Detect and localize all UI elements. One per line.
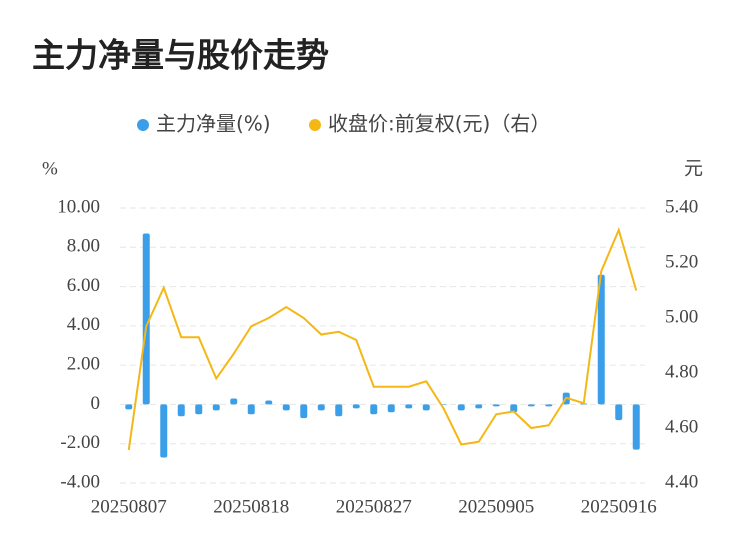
y-axis-label: % bbox=[42, 158, 58, 179]
legend-marker bbox=[137, 119, 149, 131]
bar bbox=[475, 404, 483, 409]
y-tick-label: 8.00 bbox=[67, 236, 100, 257]
bar bbox=[230, 398, 238, 405]
bar bbox=[265, 400, 273, 405]
y-tick-label: 0 bbox=[91, 393, 101, 414]
y2-axis-label: 元 bbox=[684, 158, 703, 179]
bar bbox=[125, 404, 133, 410]
y-tick-label: -2.00 bbox=[60, 432, 100, 453]
y-tick-label: 2.00 bbox=[67, 354, 100, 375]
bar bbox=[387, 404, 395, 413]
y-tick-label: 10.00 bbox=[57, 196, 100, 217]
y-tick-label: -4.00 bbox=[60, 471, 100, 492]
bar bbox=[335, 404, 343, 417]
bar bbox=[282, 404, 290, 411]
bar bbox=[177, 404, 185, 417]
y2-tick-label: 5.20 bbox=[665, 251, 698, 272]
legend-label: 主力净量(%) bbox=[156, 112, 271, 136]
bar bbox=[510, 404, 518, 413]
bar bbox=[527, 404, 535, 407]
y2-tick-label: 4.40 bbox=[665, 471, 698, 492]
y-tick-label: 4.00 bbox=[67, 314, 100, 335]
y2-tick-label: 4.60 bbox=[665, 416, 698, 437]
bar bbox=[142, 233, 150, 405]
legend-marker bbox=[309, 119, 321, 131]
y2-tick-label: 5.40 bbox=[665, 196, 698, 217]
price-line bbox=[127, 227, 638, 451]
bar bbox=[615, 404, 623, 421]
bar bbox=[370, 404, 378, 415]
bar bbox=[300, 404, 308, 419]
y-tick-label: 6.00 bbox=[67, 275, 100, 296]
x-tick-label: 20250818 bbox=[213, 496, 289, 517]
bar bbox=[457, 404, 465, 411]
bar bbox=[545, 404, 553, 407]
x-tick-label: 20250905 bbox=[458, 496, 534, 517]
bar bbox=[160, 404, 168, 458]
bar bbox=[195, 404, 203, 415]
bar bbox=[492, 404, 500, 407]
x-tick-label: 20250807 bbox=[91, 496, 167, 517]
bar bbox=[317, 404, 325, 411]
chart-title: 主力净量与股价走势 bbox=[32, 36, 329, 75]
bar bbox=[212, 404, 220, 411]
x-tick-label: 20250827 bbox=[336, 496, 412, 517]
bar bbox=[597, 274, 605, 405]
y2-tick-label: 5.00 bbox=[665, 306, 698, 327]
bar bbox=[405, 404, 413, 409]
bar bbox=[352, 404, 360, 409]
y2-tick-label: 4.80 bbox=[665, 361, 698, 382]
x-tick-label: 20250916 bbox=[581, 496, 657, 517]
bar bbox=[422, 404, 430, 411]
bar bbox=[247, 404, 255, 415]
bar bbox=[632, 404, 640, 450]
legend-label: 收盘价:前复权(元)（右） bbox=[328, 112, 550, 136]
